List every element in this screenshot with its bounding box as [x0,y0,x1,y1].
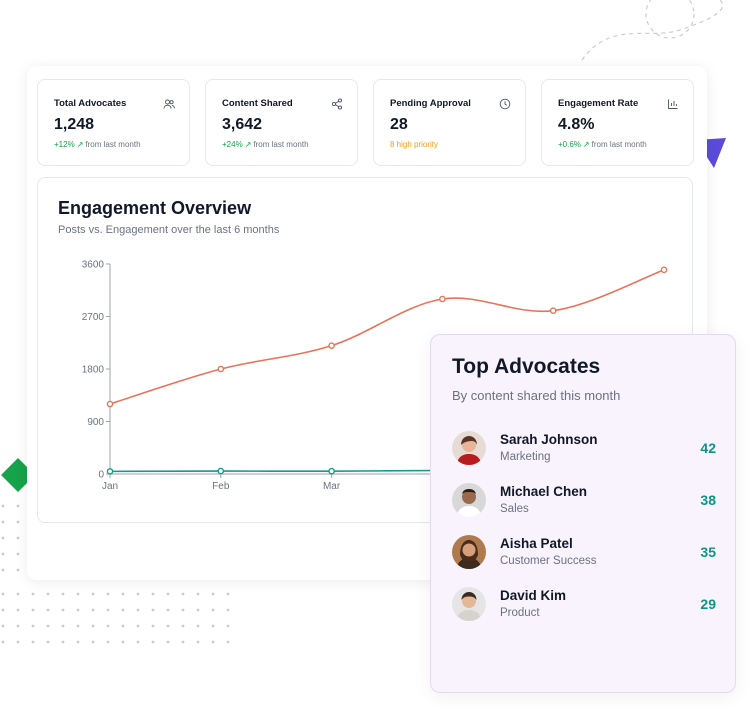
series-1-point [549,307,557,314]
stat-change: +12% [54,140,75,149]
series-1-point [106,400,114,408]
series-1-point [217,365,225,373]
stat-card-pending-approval[interactable]: Pending Approval 28 8 high priority [373,79,526,166]
panel-subtitle: By content shared this month [452,388,621,403]
advocate-row[interactable]: Michael Chen Sales 38 [452,482,716,522]
series-2-point [328,467,335,475]
advocate-share-count: 29 [700,596,716,612]
x-tick-label: Jan [102,481,118,492]
stat-trend: +0.6% ↗ from last month [558,140,677,149]
advocate-name: Aisha Patel [500,536,573,551]
avatar [452,431,486,465]
stat-label: Engagement Rate [558,98,639,109]
stat-change: +0.6% [558,140,581,149]
series-2-point [106,468,114,475]
stat-suffix: from last month [591,140,647,149]
stat-card-content-shared[interactable]: Content Shared 3,642 +24% ↗ from last mont… [205,79,358,166]
advocate-share-count: 38 [700,492,716,508]
share-icon [331,98,343,110]
stat-priority-note: 8 high priority [390,140,439,149]
stat-label: Pending Approval [390,98,471,109]
dashboard-card: Total Advocates 1,248 +12% ↗ from last mon… [27,66,707,580]
y-tick-label: 1800 [82,365,105,376]
advocate-department: Marketing [500,451,551,463]
series-1-point [439,295,446,303]
chart-title: Engagement Overview [58,198,252,218]
advocate-department: Customer Success [500,555,597,567]
decorative-dashed-curve [581,0,724,61]
chart-subtitle: Posts vs. Engagement over the last 6 mon… [58,224,280,236]
series-2-point [217,467,225,475]
decorative-dot-grid [1,504,230,644]
stat-card-engagement-rate[interactable]: Engagement Rate 4.8% +0.6% ↗ from last mon… [541,79,694,166]
bar-chart-icon [668,99,678,109]
stat-value: 1,248 [54,116,95,133]
stat-trend: +24% ↗ from last month [222,140,341,149]
trend-up-icon: ↗ [582,140,590,149]
stat-label: Total Advocates [54,98,127,109]
advocate-name: Michael Chen [500,484,588,499]
stat-change: +24% [222,140,243,149]
trend-up-icon: ↗ [244,140,252,149]
stat-value: 28 [390,116,408,133]
stat-note: 8 high priority [390,140,509,149]
y-tick-label: 0 [98,470,104,481]
avatar [452,483,486,517]
stat-suffix: from last month [253,140,309,149]
advocate-row[interactable]: Aisha Patel Customer Success 35 [452,534,716,574]
top-advocates-panel: Top Advocates By content shared this mon… [430,334,736,693]
clock-icon [499,98,511,110]
y-tick-label: 2700 [82,312,105,323]
users-icon [163,99,175,109]
advocate-row[interactable]: David Kim Product 29 [452,586,716,626]
advocate-department: Sales [500,503,529,515]
y-tick-label: 3600 [82,260,105,271]
x-tick-label: Mar [323,481,341,492]
avatar [452,535,486,569]
y-tick-label: 900 [87,417,104,428]
advocate-name: Sarah Johnson [500,432,598,447]
advocate-department: Product [500,607,540,619]
stat-value: 3,642 [222,116,263,133]
stat-suffix: from last month [85,140,141,149]
avatar [452,587,486,621]
stat-card-total-advocates[interactable]: Total Advocates 1,248 +12% ↗ from last mon… [37,79,190,166]
stat-label: Content Shared [222,98,293,109]
advocate-share-count: 35 [700,544,716,560]
advocate-share-count: 42 [700,440,716,456]
stat-value: 4.8% [558,116,595,133]
series-1-point [328,342,335,349]
advocate-row[interactable]: Sarah Johnson Marketing 42 [452,430,716,470]
x-tick-label: Feb [212,481,230,492]
series-1-point [660,266,668,274]
series-1-line [109,269,665,405]
panel-title: Top Advocates [452,355,601,378]
advocate-name: David Kim [500,588,567,603]
trend-up-icon: ↗ [76,140,84,149]
stat-trend: +12% ↗ from last month [54,140,173,149]
